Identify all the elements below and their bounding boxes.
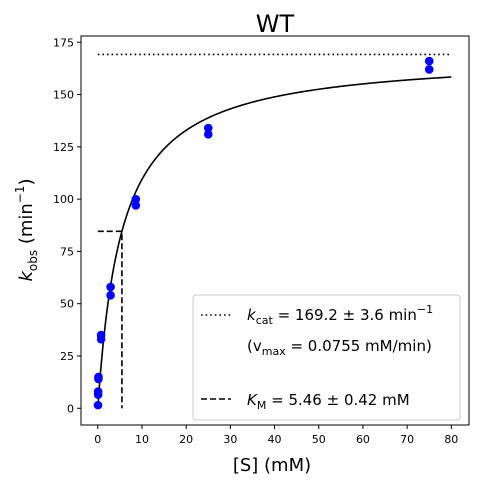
- data-point: [106, 291, 115, 300]
- legend-vmax-open: (v: [247, 337, 262, 355]
- chart-title: WT: [256, 10, 295, 38]
- legend-vmax-text: = 0.0755 mM/min): [286, 337, 432, 355]
- x-tick-label: 40: [268, 433, 282, 446]
- data-point: [131, 201, 141, 210]
- x-tick-label: 80: [444, 433, 458, 446]
- data-point: [96, 330, 106, 340]
- y-label-symbol: k: [16, 270, 37, 282]
- data-point: [203, 123, 213, 133]
- legend-km-text: = 5.46 ± 0.42 mM: [266, 391, 409, 409]
- data-point: [131, 194, 141, 204]
- y-axis-ticks: 0 25 50 75 100 125 150 175: [53, 36, 81, 415]
- legend: kcat = 169.2 ± 3.6 min−1 (vmax = 0.0755 …: [192, 294, 461, 421]
- legend-km-sub: M: [257, 399, 267, 412]
- data-point: [424, 65, 434, 74]
- legend-kcat-entry: kcat = 169.2 ± 3.6 min−1: [247, 303, 433, 327]
- data-point: [106, 282, 115, 292]
- x-axis-label: [S] (mM): [233, 455, 311, 476]
- x-tick-label: 10: [135, 433, 149, 446]
- x-tick-label: 0: [94, 433, 101, 446]
- y-label-sub: obs: [26, 250, 40, 271]
- x-tick-label: 50: [312, 433, 326, 446]
- y-tick-label: 25: [60, 350, 74, 363]
- legend-vmax-entry: (vmax = 0.0755 mM/min): [247, 337, 432, 358]
- y-label-sup: −1: [13, 185, 27, 203]
- y-tick-label: 0: [67, 402, 74, 415]
- data-point: [203, 129, 213, 139]
- legend-kcat-symbol: k: [247, 306, 257, 324]
- plot-area: [93, 53, 452, 410]
- data-point: [93, 387, 103, 396]
- x-tick-label: 30: [223, 433, 237, 446]
- legend-kcat-text: = 169.2 ± 3.6 min: [273, 306, 417, 324]
- fit-curve: [96, 76, 452, 409]
- legend-km-entry: KM = 5.46 ± 0.42 mM: [247, 391, 410, 412]
- y-tick-label: 50: [60, 298, 74, 311]
- legend-kcat-sub: cat: [256, 314, 274, 327]
- x-tick-label: 70: [400, 433, 414, 446]
- y-label-close: ): [16, 178, 37, 185]
- data-point: [93, 400, 103, 410]
- legend-km-symbol: K: [247, 391, 258, 409]
- y-tick-label: 75: [60, 245, 74, 258]
- y-tick-label: 100: [53, 193, 74, 206]
- y-label-open: (min: [16, 203, 37, 250]
- y-tick-label: 175: [53, 36, 74, 49]
- x-axis-ticks: 0 10 20 30 40 50 60 70 80: [94, 425, 458, 446]
- legend-vmax-sub: max: [262, 345, 286, 358]
- y-axis-label: kobs (min−1): [13, 178, 40, 281]
- y-tick-label: 150: [53, 89, 74, 102]
- legend-kcat-sup: −1: [417, 303, 433, 316]
- x-tick-label: 60: [356, 433, 370, 446]
- y-tick-label: 125: [53, 141, 74, 154]
- data-point: [94, 372, 103, 382]
- legend-box: [192, 294, 461, 421]
- data-point: [424, 56, 434, 66]
- x-tick-label: 20: [179, 433, 193, 446]
